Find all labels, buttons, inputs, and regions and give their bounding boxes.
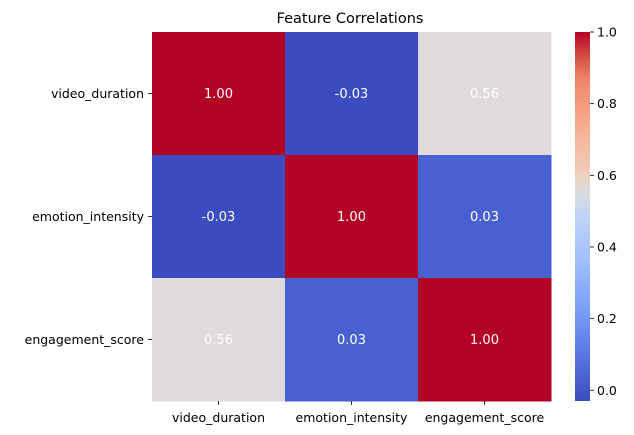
colorbar-tick-label: 1.0	[597, 25, 617, 40]
colorbar-ticks: 0.0 0.2 0.4 0.6 0.8 1.0	[590, 25, 617, 398]
chart-title: Feature Correlations	[277, 11, 424, 27]
heatmap-cell	[285, 278, 419, 402]
heatmap-cell	[285, 32, 419, 156]
cell-label: 1.00	[470, 333, 499, 348]
heatmap-cell	[418, 278, 552, 402]
heatmap-cell	[418, 32, 552, 156]
cell-label: 0.56	[204, 333, 233, 348]
heatmap-cell	[152, 32, 286, 156]
x-tick-label: video_duration	[172, 410, 265, 425]
y-tick-label: video_duration	[51, 86, 144, 101]
cell-label: 1.00	[204, 87, 233, 102]
heatmap-cell	[152, 278, 286, 402]
cell-annotations: 1.00 -0.03 0.56 -0.03 1.00 0.03 0.56 0.03 1.00	[202, 87, 499, 348]
cell-label: 1.00	[337, 210, 366, 225]
colorbar-tick-label: 0.8	[597, 96, 617, 111]
cell-label: 0.56	[470, 87, 499, 102]
x-tick-label: emotion_intensity	[296, 410, 409, 425]
colorbar-tick-label: 0.2	[597, 311, 617, 326]
y-tick-label: emotion_intensity	[32, 209, 145, 224]
heatmap-cell	[418, 155, 552, 279]
colorbar	[575, 32, 590, 401]
cell-label: -0.03	[335, 87, 369, 102]
heatmap-cell	[285, 155, 419, 279]
colorbar-tick-label: 0.6	[597, 168, 617, 183]
x-axis: video_duration emotion_intensity engagemen…	[172, 401, 544, 425]
y-axis: video_duration emotion_intensity engagemen…	[25, 86, 152, 347]
cell-label: -0.03	[202, 210, 236, 225]
cell-label: 0.03	[337, 333, 366, 348]
heatmap-cell	[152, 155, 286, 279]
heatmap-cells	[152, 32, 552, 402]
colorbar-tick-label: 0.4	[597, 239, 617, 254]
cell-label: 0.03	[470, 210, 499, 225]
x-tick-label: engagement_score	[425, 410, 545, 425]
colorbar-tick-label: 0.0	[597, 383, 617, 398]
y-tick-label: engagement_score	[25, 332, 145, 347]
